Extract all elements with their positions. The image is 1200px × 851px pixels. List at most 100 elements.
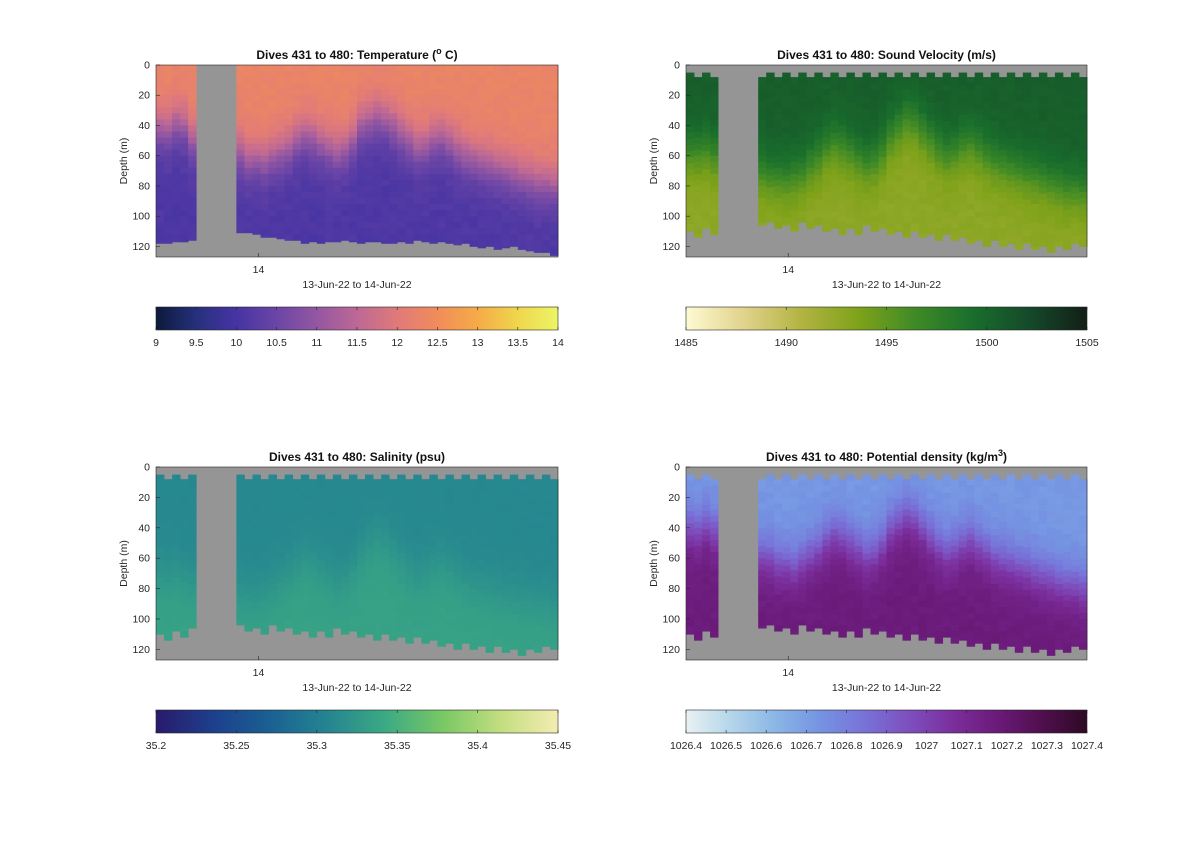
heatmap-cell xyxy=(445,620,454,627)
heatmap-cell xyxy=(1030,558,1040,565)
heatmap-cell xyxy=(244,125,253,132)
heatmap-cell xyxy=(308,198,318,205)
heatmap-cell xyxy=(822,222,831,229)
colorbar-tick-label: 1495 xyxy=(875,337,899,349)
heatmap-cell xyxy=(525,577,535,585)
heatmap-cell xyxy=(990,223,1000,231)
heatmap-cell xyxy=(790,210,799,217)
heatmap-cell xyxy=(405,594,414,602)
heatmap-cell xyxy=(493,101,503,108)
heatmap-cell xyxy=(806,533,815,541)
heatmap-cell xyxy=(862,511,871,518)
heatmap-cell xyxy=(357,149,366,157)
heatmap-cell xyxy=(453,204,462,211)
heatmap-cell xyxy=(934,83,944,90)
heatmap-cell xyxy=(790,179,799,187)
heatmap-cell xyxy=(870,509,879,517)
heatmap-cell xyxy=(268,77,277,84)
heatmap-cell xyxy=(308,503,318,510)
heatmap-cell xyxy=(397,77,406,84)
heatmap-cell xyxy=(437,625,446,632)
heatmap-cell xyxy=(926,626,936,634)
heatmap-cell xyxy=(934,210,944,217)
heatmap-cell xyxy=(870,155,879,163)
heatmap-cell xyxy=(324,631,334,638)
heatmap-cell xyxy=(990,205,1000,213)
heatmap-cell xyxy=(758,89,767,96)
heatmap-cell xyxy=(710,191,719,199)
heatmap-cell xyxy=(172,161,181,169)
heatmap-cell xyxy=(870,119,879,126)
heatmap-cell xyxy=(894,559,903,567)
heatmap-cell xyxy=(830,523,839,530)
heatmap-cell xyxy=(445,222,454,229)
heatmap-cell xyxy=(814,620,823,627)
heatmap-cell xyxy=(862,211,871,219)
heatmap-cell xyxy=(958,571,968,579)
heatmap-cell xyxy=(814,163,823,170)
heatmap-cell xyxy=(509,644,519,650)
heatmap-cell xyxy=(1014,509,1024,517)
heatmap-cell xyxy=(509,584,519,591)
heatmap-cell xyxy=(902,113,911,120)
heatmap-cell xyxy=(974,72,984,80)
heatmap-cell xyxy=(854,479,863,486)
heatmap-cell xyxy=(453,552,462,559)
heatmap-cell xyxy=(260,222,269,229)
heatmap-cell xyxy=(862,541,871,548)
heatmap-cell xyxy=(886,612,895,620)
heatmap-cell xyxy=(942,474,952,482)
heatmap-cell xyxy=(686,139,695,146)
heatmap-cell xyxy=(501,71,511,78)
heatmap-cell xyxy=(694,167,703,175)
heatmap-cell xyxy=(180,479,189,486)
heatmap-cell xyxy=(421,143,430,151)
heatmap-cell xyxy=(357,606,366,614)
heatmap-cell xyxy=(822,198,831,205)
heatmap-cell xyxy=(332,614,342,621)
heatmap-cell xyxy=(878,157,887,164)
heatmap-cell xyxy=(758,143,767,151)
heatmap-cell xyxy=(405,570,414,577)
heatmap-cell xyxy=(854,570,863,577)
heatmap-cell xyxy=(1014,625,1024,632)
heatmap-cell xyxy=(846,480,855,488)
heatmap-cell xyxy=(357,65,366,72)
x-axis-label: 13-Jun-22 to 14-Jun-22 xyxy=(832,279,941,291)
heatmap-cell xyxy=(252,167,261,175)
heatmap-cell xyxy=(292,131,302,138)
heatmap-cell xyxy=(1038,78,1048,86)
heatmap-cell xyxy=(870,222,879,229)
heatmap-cell xyxy=(926,486,936,494)
heatmap-cell xyxy=(886,216,895,223)
heatmap-cell xyxy=(966,216,976,223)
heatmap-cell xyxy=(365,608,374,615)
heatmap-cell xyxy=(236,131,245,138)
heatmap-cell xyxy=(974,223,984,231)
heatmap-cell xyxy=(902,228,911,235)
heatmap-cell xyxy=(405,101,414,108)
heatmap-cell xyxy=(389,552,398,559)
heatmap-cell xyxy=(525,571,535,579)
heatmap-cell xyxy=(822,89,831,96)
heatmap-cell xyxy=(694,198,703,205)
heatmap-cell xyxy=(469,173,478,181)
heatmap-cell xyxy=(429,149,438,157)
heatmap-cell xyxy=(878,559,887,567)
heatmap-cell xyxy=(541,65,551,72)
heatmap-cell xyxy=(260,503,269,510)
heatmap-cell xyxy=(397,608,406,615)
heatmap-cell xyxy=(429,523,438,530)
heatmap-cell xyxy=(156,529,165,536)
heatmap-cell xyxy=(958,474,968,482)
heatmap-cell xyxy=(429,191,438,199)
heatmap-cell xyxy=(260,101,269,108)
heatmap-cell xyxy=(1022,474,1032,482)
heatmap-cell xyxy=(485,582,495,589)
heatmap-cell xyxy=(445,101,454,108)
heatmap-cell xyxy=(292,101,302,108)
heatmap-cell xyxy=(381,179,390,187)
heatmap-cell xyxy=(886,191,895,199)
heatmap-cell xyxy=(381,474,390,482)
heatmap-cells xyxy=(686,72,1088,253)
